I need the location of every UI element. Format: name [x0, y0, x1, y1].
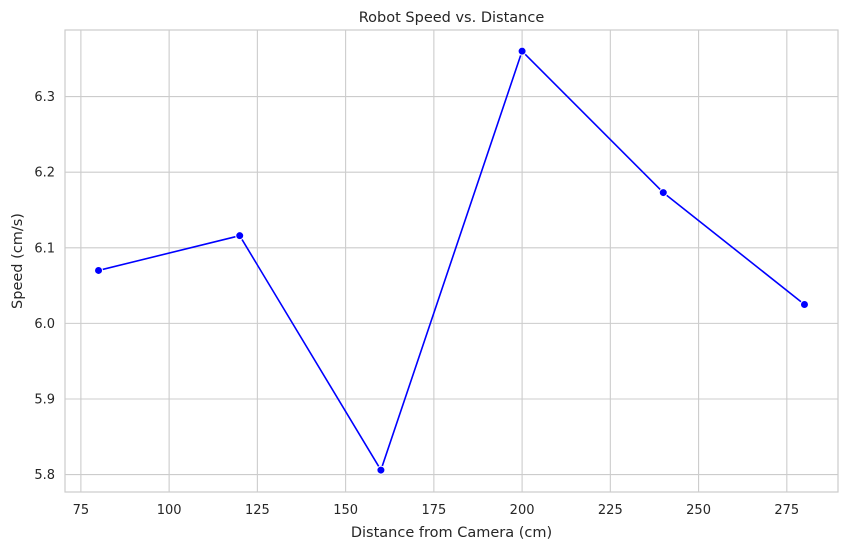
x-axis-label: Distance from Camera (cm) — [351, 525, 552, 541]
data-point — [658, 188, 668, 198]
data-point — [376, 465, 386, 475]
x-tick-label: 275 — [774, 503, 799, 518]
x-tick-label: 200 — [510, 503, 535, 518]
data-point — [235, 231, 245, 241]
y-tick-label: 6.1 — [34, 241, 55, 256]
y-axis-label: Speed (cm/s) — [10, 213, 26, 309]
data-point — [517, 46, 527, 56]
series-layer — [94, 46, 809, 475]
x-tick-label: 125 — [245, 503, 270, 518]
data-point — [799, 299, 809, 309]
x-tick-label: 75 — [73, 503, 90, 518]
chart-title: Robot Speed vs. Distance — [359, 10, 545, 26]
plot-frame — [64, 29, 839, 493]
x-tick-labels: 75 100 125 150 175 200 225 250 275 — [73, 503, 800, 518]
data-point — [94, 265, 104, 275]
x-tick-label: 100 — [157, 503, 182, 518]
y-tick-label: 6.0 — [34, 317, 55, 332]
x-tick-label: 250 — [686, 503, 711, 518]
series-line — [98, 50, 805, 471]
x-tick-label: 150 — [333, 503, 358, 518]
grid-lines — [65, 30, 838, 492]
y-tick-label: 6.2 — [34, 166, 55, 181]
y-tick-labels: 5.8 5.9 6.0 6.1 6.2 6.3 — [34, 90, 55, 483]
x-tick-label: 175 — [421, 503, 446, 518]
x-tick-label: 225 — [598, 503, 623, 518]
y-tick-label: 5.9 — [34, 392, 55, 407]
y-tick-label: 5.8 — [34, 468, 55, 483]
y-tick-label: 6.3 — [34, 90, 55, 105]
